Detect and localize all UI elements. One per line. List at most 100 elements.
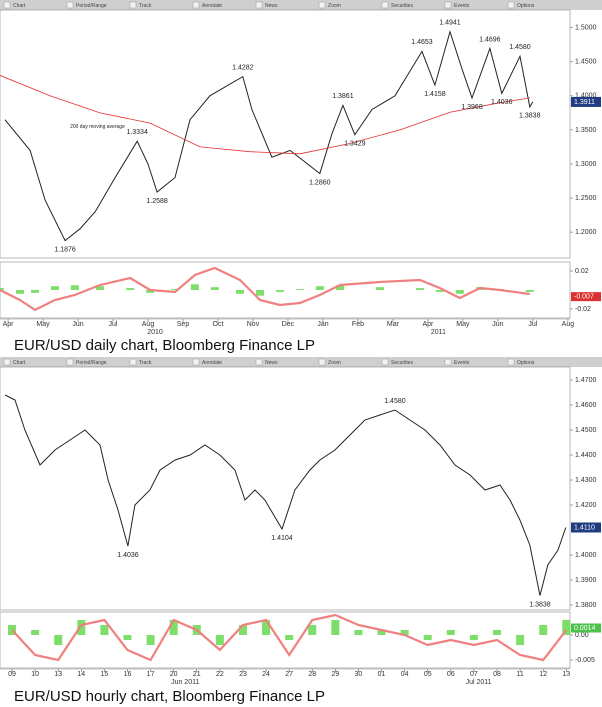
toolbar-button [192, 358, 200, 366]
histogram-bar [238, 625, 247, 635]
histogram-bar [562, 620, 571, 635]
x-tick-label: 13 [54, 671, 62, 678]
period-label: 2011 [431, 329, 446, 336]
x-tick-label: 09 [8, 671, 16, 678]
x-tick-label: Sep [177, 321, 190, 328]
toolbar-item: Zoom [328, 3, 341, 9]
x-tick-label: May [456, 321, 470, 328]
toolbar-item: News [265, 3, 278, 9]
y-tick-label: 1.3800 [575, 602, 597, 609]
histogram-bar [100, 625, 109, 635]
x-tick-label: 23 [239, 671, 247, 678]
histogram-bar [285, 635, 294, 640]
histogram-bar [308, 625, 317, 635]
x-tick-label: Jan [317, 321, 328, 328]
histogram-bar [30, 290, 39, 293]
last-value-label: 1.3911 [574, 99, 595, 106]
x-tick-label: Jun [492, 321, 503, 328]
x-tick-label: Mar [387, 321, 400, 328]
x-tick-label: Aug [142, 321, 155, 328]
toolbar-item: Events [454, 3, 470, 9]
last-value-box [571, 522, 601, 533]
toolbar-item: Zoom [328, 360, 341, 366]
x-tick-label: 24 [262, 671, 270, 678]
x-tick-label: 12 [539, 671, 547, 678]
period-label: Jun 2011 [171, 679, 199, 686]
y-tick-label: 1.4500 [575, 427, 597, 434]
x-tick-label: Apr [422, 321, 434, 328]
x-tick-label: 13 [562, 671, 570, 678]
indicator-line [0, 266, 530, 312]
y-tick-label: 1.4000 [575, 552, 597, 559]
y-tick-label: 1.3500 [575, 127, 597, 134]
x-tick-label: 16 [124, 671, 132, 678]
x-tick-label: 11 [516, 671, 523, 678]
indicator-y-tick-label: -0.005 [575, 657, 595, 664]
toolbar-button [318, 358, 326, 366]
histogram-bar [315, 286, 324, 290]
price-line [0, 75, 530, 155]
histogram-bar [15, 290, 24, 294]
price-panel [0, 9, 571, 259]
histogram-bar [377, 630, 386, 635]
y-tick-label: 1.4600 [575, 402, 597, 409]
x-tick-label: 01 [378, 671, 386, 678]
price-annotation: 1.3334 [126, 129, 148, 136]
toolbar-item: Annotate [202, 360, 222, 366]
histogram-bar [455, 290, 464, 294]
x-tick-label: 07 [470, 671, 478, 678]
x-tick-label: Dec [282, 321, 295, 328]
histogram-bar [295, 289, 304, 290]
toolbar-button [381, 1, 389, 9]
y-tick-label: 1.4700 [575, 377, 597, 384]
histogram-bar [0, 288, 4, 290]
x-tick-label: Oct [213, 321, 224, 328]
price-annotation: 1.4580 [509, 44, 531, 51]
toolbar-button [66, 358, 74, 366]
histogram-bar [469, 635, 478, 640]
histogram-bar [331, 620, 340, 635]
indicator-last-box [571, 623, 601, 633]
histogram-bar [415, 288, 424, 290]
x-tick-label: Aug [562, 321, 575, 328]
price-annotation: 1.1876 [54, 246, 76, 253]
y-tick-label: 1.3900 [575, 577, 597, 584]
x-tick-label: 29 [331, 671, 339, 678]
histogram-bar [435, 290, 444, 292]
caption: EUR/USD hourly chart, Bloomberg Finance … [14, 688, 325, 705]
toolbar [0, 0, 602, 10]
x-tick-label: Jun [72, 321, 83, 328]
period-label: Jul 2011 [466, 679, 492, 686]
histogram-bar [77, 620, 86, 635]
histogram-bar [376, 287, 384, 290]
y-tick-label: 1.2000 [575, 229, 597, 236]
x-tick-label: 21 [193, 671, 201, 678]
indicator-last-label: 0.0014 [574, 625, 596, 632]
toolbar-item: Annotate [202, 3, 222, 9]
x-tick-label: 15 [100, 671, 108, 678]
toolbar-button [255, 1, 263, 9]
x-tick-label: 05 [424, 671, 432, 678]
indicator-y-tick-label: 0.02 [575, 268, 589, 275]
x-tick-label: 28 [308, 671, 316, 678]
toolbar-button [507, 1, 515, 9]
price-annotation: 1.4941 [439, 20, 461, 27]
price-annotation: 1.4158 [424, 91, 446, 98]
price-annotation: 1.4696 [479, 36, 501, 43]
histogram-bar [493, 630, 502, 635]
x-tick-label: 22 [216, 671, 224, 678]
price-annotation: 1.4580 [384, 398, 406, 405]
toolbar-item: Securities [391, 360, 413, 366]
toolbar-button [381, 358, 389, 366]
y-tick-label: 1.4200 [575, 502, 597, 509]
histogram-bar [96, 286, 105, 290]
x-tick-label: 04 [401, 671, 409, 678]
period-label: 2010 [147, 329, 163, 336]
toolbar-item: Chart [13, 3, 26, 9]
indicator-y-tick-label: 0.00 [575, 632, 589, 639]
price-annotation: 1.3429 [344, 141, 366, 148]
histogram-bar [262, 620, 271, 635]
price-annotation: 1.3968 [461, 104, 483, 111]
